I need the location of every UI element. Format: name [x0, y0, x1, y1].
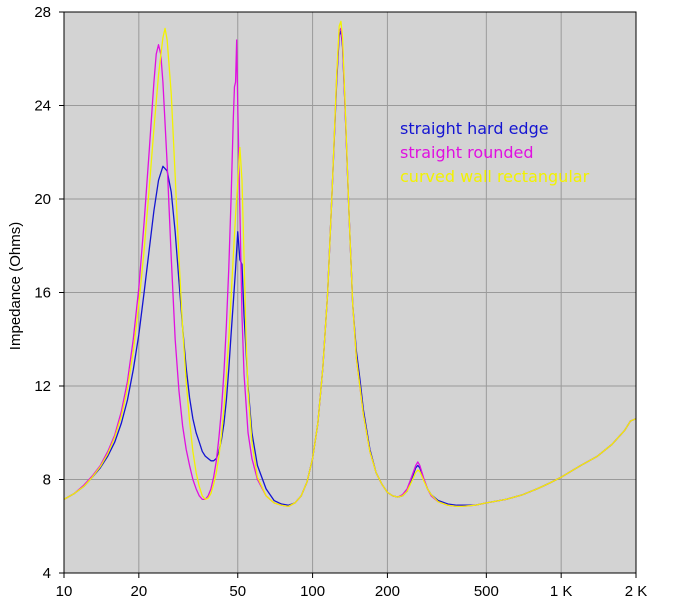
legend-entry-1: straight hard edge: [400, 119, 549, 138]
series-line-3: [63, 20, 637, 508]
y-tick-label: 20: [34, 191, 51, 208]
x-tick-label: 20: [130, 583, 147, 600]
y-axis-label: Impedance (Ohms): [7, 222, 24, 350]
x-tick-label: 500: [474, 583, 499, 600]
x-tick-label: 2 K: [625, 583, 648, 600]
y-tick-label: 16: [34, 285, 51, 302]
x-axis-ticks: 10 20 50 100 200 500 1 K 2 K: [56, 573, 648, 600]
y-tick-label: 8: [43, 472, 51, 489]
legend-entry-3: curved wall rectangular: [400, 167, 590, 186]
x-tick-label: 1 K: [550, 583, 573, 600]
grid-lines: [64, 12, 636, 573]
legend: straight hard edge straight rounded curved…: [400, 119, 590, 186]
x-tick-label: 10: [56, 583, 73, 600]
x-tick-label: 100: [300, 583, 325, 600]
legend-entry-2: straight rounded: [400, 143, 534, 162]
y-tick-label: 28: [34, 4, 51, 21]
y-tick-label: 12: [34, 378, 51, 395]
series-lines: [63, 20, 637, 508]
y-tick-label: 4: [43, 565, 51, 582]
x-tick-label: 200: [375, 583, 400, 600]
x-tick-label: 50: [229, 583, 246, 600]
y-tick-label: 24: [34, 98, 51, 115]
y-axis-ticks: 4 8 12 16 20 24 28: [34, 4, 64, 582]
